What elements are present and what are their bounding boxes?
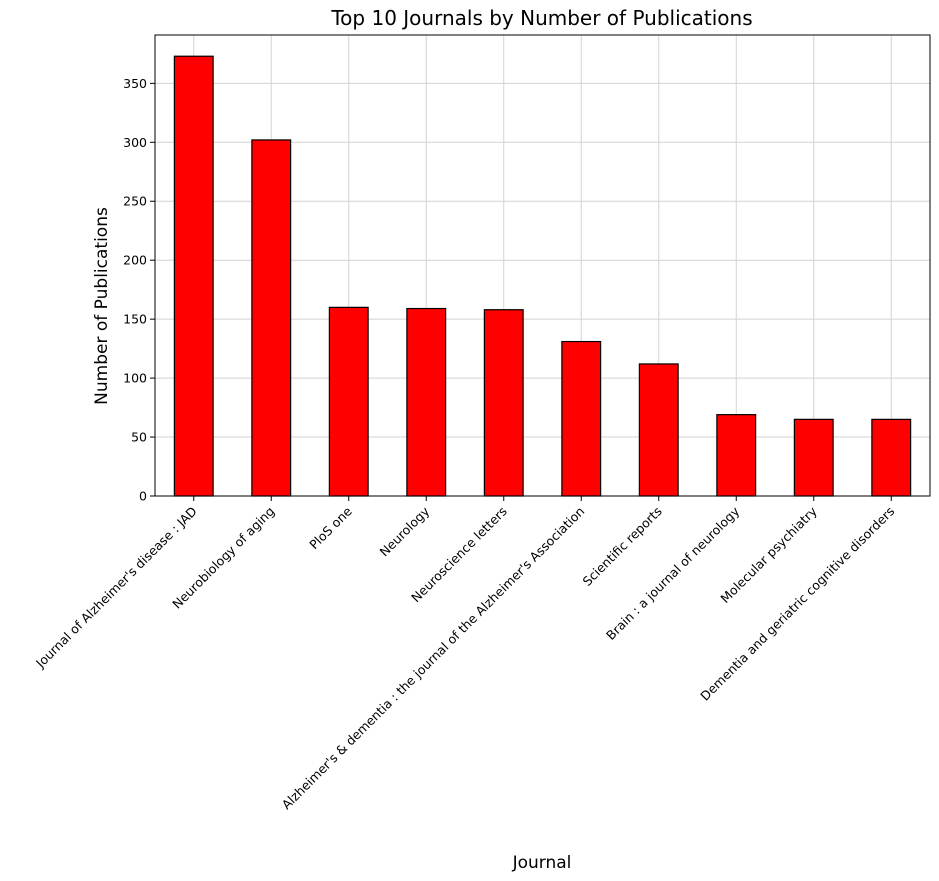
bar (251, 139, 292, 497)
bar (561, 340, 602, 497)
y-axis-ticks: 0 50 100 150 200 250 300 350 (123, 76, 155, 504)
x-tick-label: Scientific reports (580, 504, 665, 589)
bar (328, 306, 369, 497)
x-tick-label: Journal of Alzheimer's disease : JAD (32, 504, 200, 672)
y-tick-label: 200 (123, 253, 147, 268)
x-axis-title: Journal (512, 853, 572, 873)
x-axis-ticks: Journal of Alzheimer's disease : JAD Neur… (32, 496, 897, 812)
bar (716, 414, 757, 497)
y-tick-label: 300 (123, 135, 147, 150)
y-axis-title: Number of Publications (92, 207, 112, 405)
x-tick-label: Brain : a journal of neurology (603, 503, 743, 643)
x-tick-label: Neurology (377, 503, 433, 559)
bars (173, 55, 912, 497)
x-tick-label: Alzheimer's & dementia : the journal of … (279, 504, 588, 813)
bar (871, 418, 912, 497)
bar (406, 307, 447, 497)
x-tick-label: PloS one (306, 503, 355, 552)
bar (793, 418, 834, 497)
y-tick-label: 0 (139, 489, 147, 504)
bar (638, 363, 679, 497)
y-tick-label: 100 (123, 371, 147, 386)
y-tick-label: 350 (123, 76, 147, 91)
y-tick-label: 50 (131, 430, 147, 445)
chart-title: Top 10 Journals by Number of Publication… (330, 6, 752, 30)
y-tick-label: 150 (123, 312, 147, 327)
bar (483, 309, 524, 497)
y-tick-label: 250 (123, 194, 147, 209)
plot-frame (154, 34, 931, 497)
bar (173, 55, 214, 497)
